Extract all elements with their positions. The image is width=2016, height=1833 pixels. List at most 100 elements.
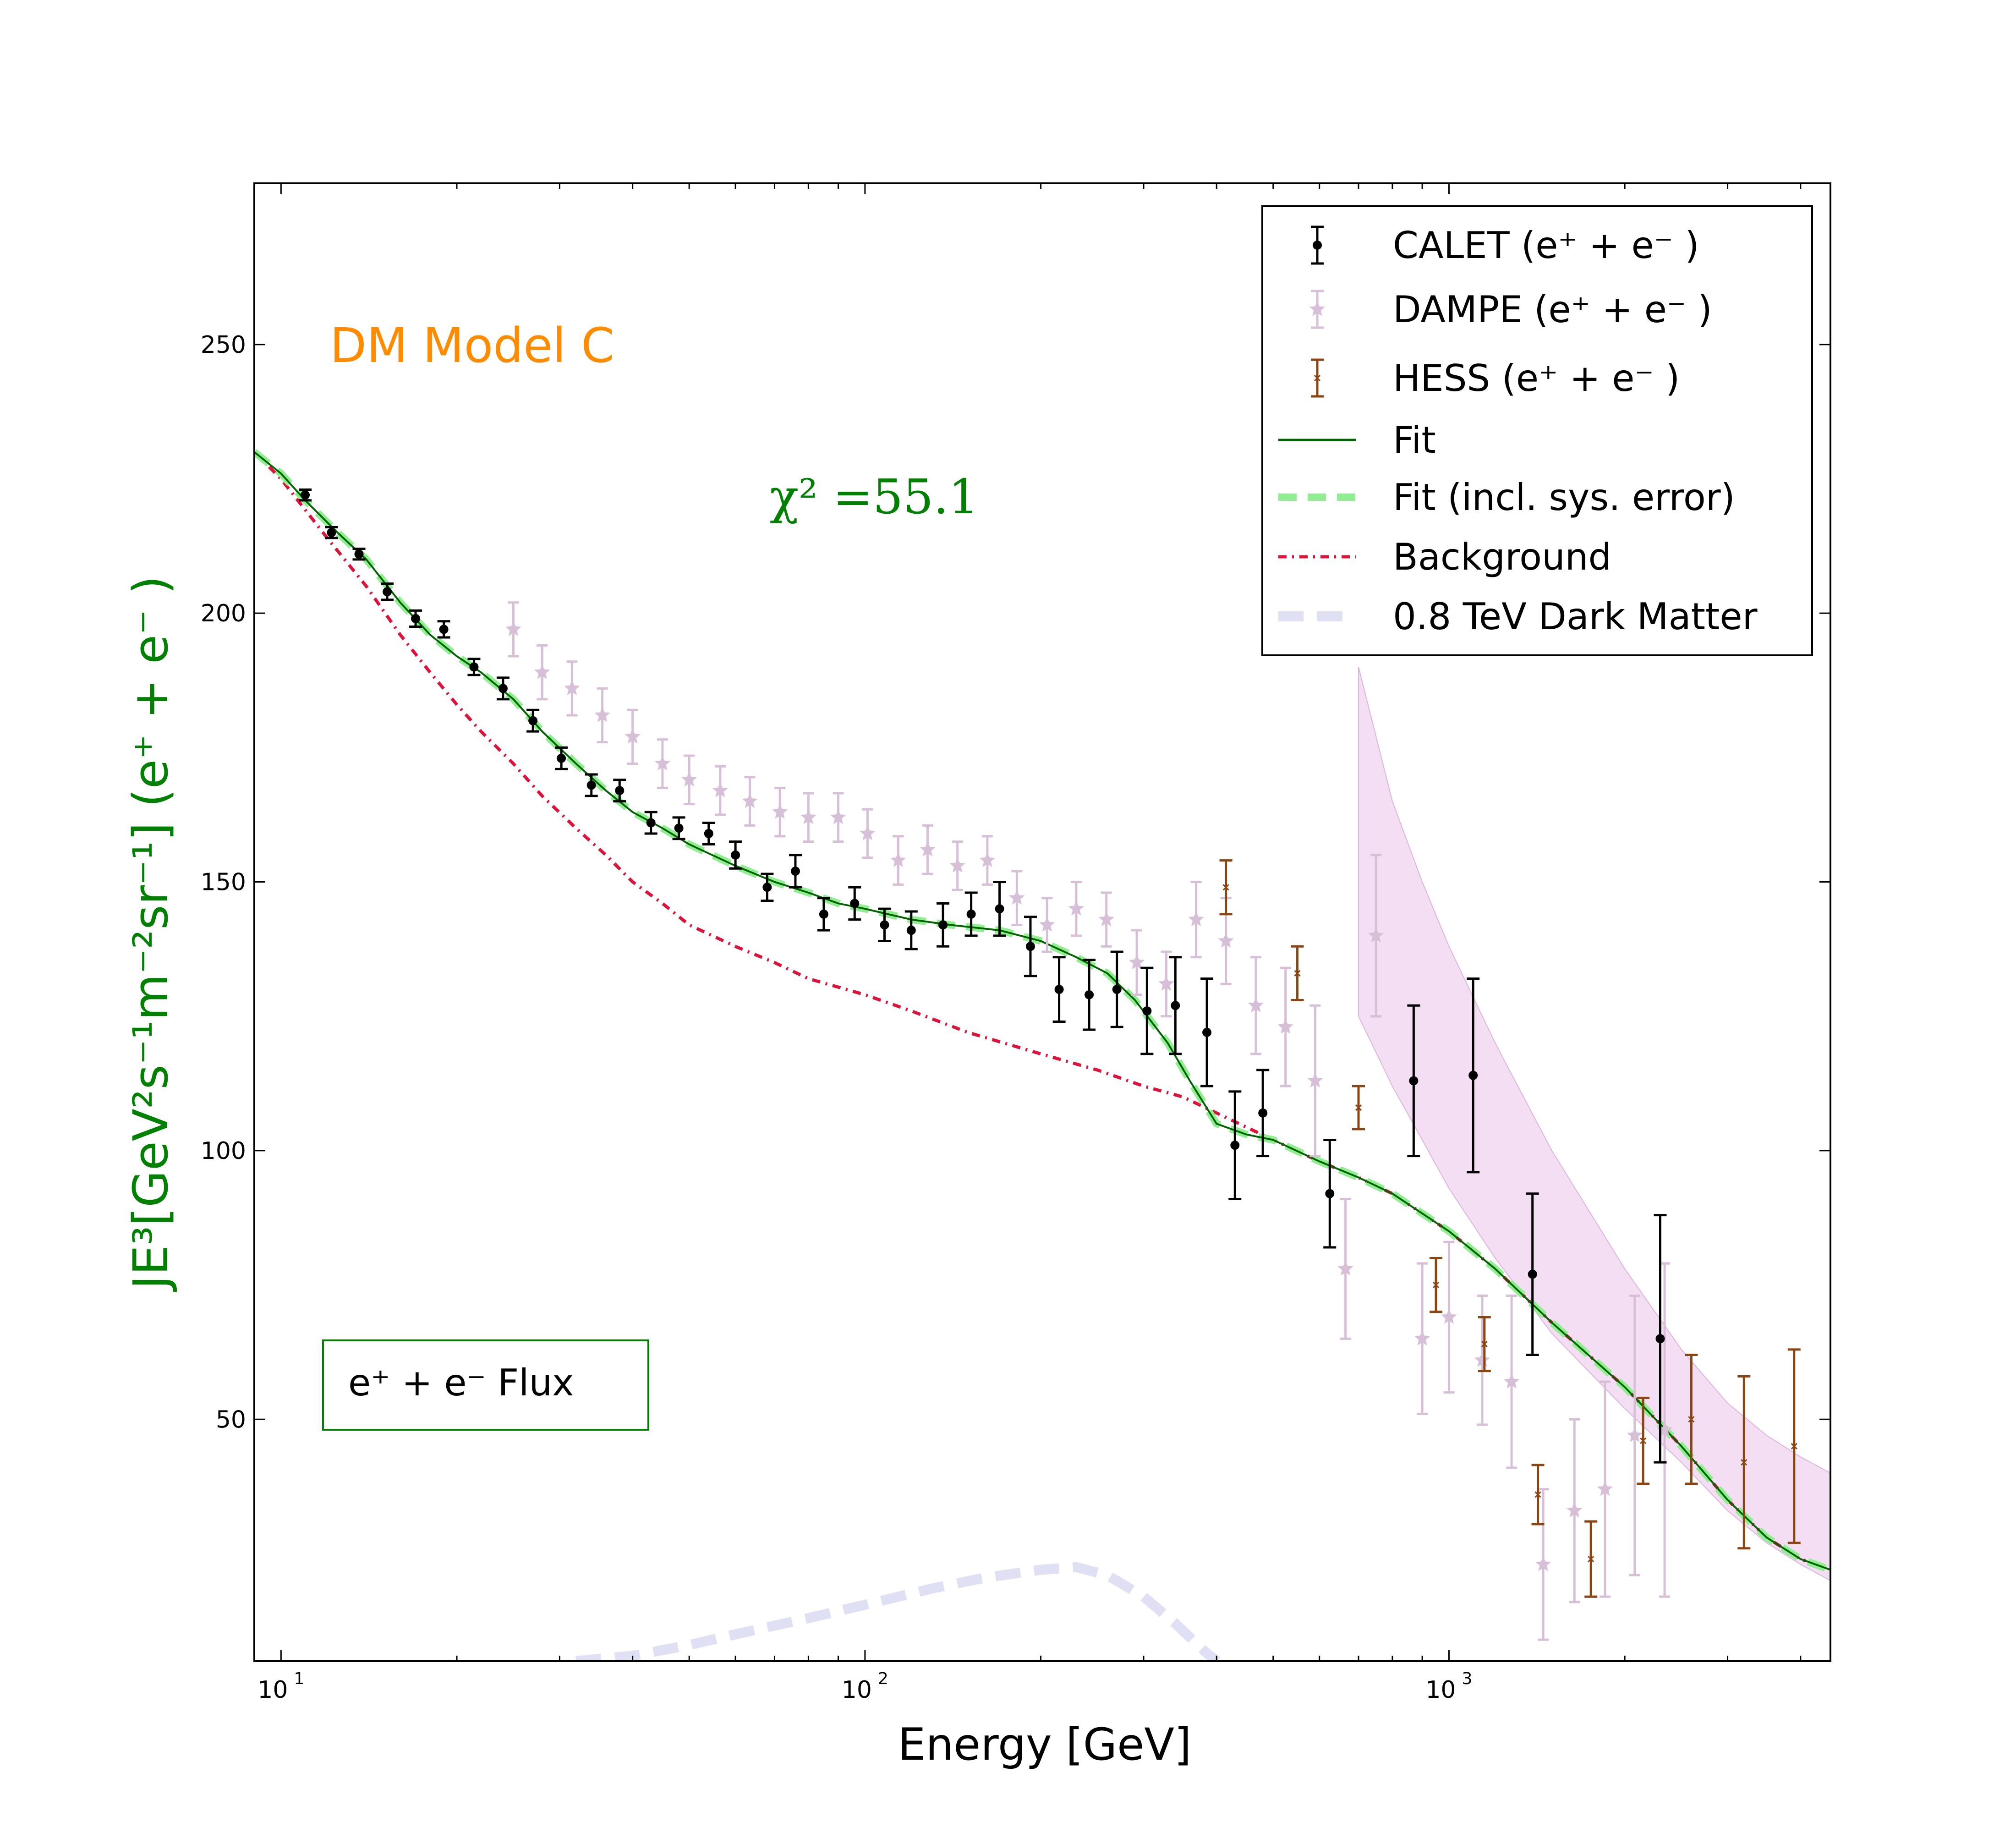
dampe-point xyxy=(594,687,610,744)
dampe-point xyxy=(1009,870,1025,926)
dampe-marker xyxy=(681,771,697,787)
hess-point xyxy=(1531,1464,1545,1526)
y-tick-label: 200 xyxy=(201,600,246,627)
calet-point xyxy=(1407,1004,1420,1158)
dampe-marker xyxy=(1504,1373,1520,1388)
calet-marker xyxy=(383,587,392,597)
y-axis-title: JE³[GeV²s⁻¹m⁻²sr⁻¹] (e⁺ + e⁻ ) xyxy=(123,576,179,1292)
calet-marker xyxy=(439,625,449,634)
dampe-point xyxy=(742,776,758,827)
calet-marker xyxy=(557,753,566,763)
calet-marker xyxy=(1528,1269,1537,1279)
dampe-marker xyxy=(1129,954,1145,969)
dampe-point xyxy=(949,840,965,891)
legend: CALET (e⁺ + e⁻ ) DAMPE (e⁺ + e⁻ ) HESS (e⁺… xyxy=(1261,205,1813,656)
dampe-point xyxy=(1567,1418,1583,1603)
calet-marker xyxy=(1409,1076,1419,1086)
dampe-point xyxy=(564,660,580,717)
hess-marker xyxy=(1688,1416,1695,1423)
legend-entry-label: Background xyxy=(1393,536,1611,578)
calet-point xyxy=(702,822,715,845)
x-tick-label: 10 xyxy=(1425,1676,1456,1704)
calet-marker xyxy=(762,883,772,892)
calet-point xyxy=(1654,1214,1667,1464)
calet-point xyxy=(381,582,394,601)
dampe-point xyxy=(505,601,521,658)
hess-marker xyxy=(1355,1104,1362,1111)
dampe-marker xyxy=(1039,916,1055,932)
dampe-marker xyxy=(654,755,670,771)
dampe-point xyxy=(654,738,670,789)
calet-point xyxy=(1228,1090,1242,1200)
dampe-marker xyxy=(1567,1502,1583,1518)
calet-marker xyxy=(1258,1108,1268,1118)
calet-point xyxy=(672,816,685,840)
dampe-marker xyxy=(1218,933,1234,948)
calet-point xyxy=(993,881,1006,937)
calet-marker xyxy=(411,614,421,623)
dampe-marker xyxy=(830,809,846,824)
legend-entry-label: CALET (e⁺ + e⁻ ) xyxy=(1393,224,1699,267)
dampe-point xyxy=(920,824,936,875)
y-tick-label: 50 xyxy=(216,1406,246,1433)
dampe-point xyxy=(1441,1240,1457,1394)
calet-marker xyxy=(938,920,948,930)
model-label: DM Model C xyxy=(330,318,614,373)
hess-marker xyxy=(1432,1282,1440,1289)
flux-box: e⁺ + e⁻ Flux xyxy=(322,1339,649,1431)
legend-calet-marker xyxy=(1313,241,1322,250)
calet-point xyxy=(1169,956,1182,1055)
calet-point xyxy=(729,840,742,870)
dampe-marker xyxy=(1368,927,1384,943)
legend-dampe-marker xyxy=(1309,301,1326,316)
calet-marker xyxy=(674,823,684,833)
dampe-marker xyxy=(1068,900,1084,916)
calet-point xyxy=(1024,916,1037,977)
y-tick-label: 150 xyxy=(201,869,246,896)
calet-point xyxy=(964,891,978,937)
hess-point xyxy=(1637,1396,1650,1485)
calet-point xyxy=(409,609,422,628)
dampe-point xyxy=(1627,1295,1643,1576)
dampe-point xyxy=(712,765,728,816)
dampe-marker xyxy=(1337,1260,1353,1276)
hess-point xyxy=(1478,1316,1491,1372)
hess-marker xyxy=(1640,1438,1647,1444)
calet-point xyxy=(1140,966,1154,1055)
fit-line xyxy=(254,451,1830,1571)
dampe-marker xyxy=(1535,1556,1551,1571)
calet-point xyxy=(761,873,774,902)
dampe-marker xyxy=(890,852,906,867)
dampe-point xyxy=(1039,897,1055,953)
calet-point xyxy=(325,526,338,539)
hess-marker xyxy=(1222,884,1229,891)
hess-marker xyxy=(1791,1443,1797,1449)
legend-entry-label: 0.8 TeV Dark Matter xyxy=(1393,595,1758,638)
hess-marker xyxy=(1588,1556,1594,1563)
flux-box-frame xyxy=(322,1339,649,1431)
calet-marker xyxy=(646,818,656,828)
calet-marker xyxy=(1025,942,1035,951)
dampe-point xyxy=(1535,1488,1551,1641)
calet-point xyxy=(1110,950,1123,1028)
dampe-marker xyxy=(1414,1330,1430,1345)
dampe-marker xyxy=(564,680,580,695)
x-tick-label: 10 xyxy=(842,1676,872,1704)
calet-point xyxy=(555,746,568,770)
calet-point xyxy=(467,658,481,676)
dampe-point xyxy=(534,644,550,701)
legend-symbol xyxy=(1311,225,1324,265)
hess-point xyxy=(1685,1354,1698,1485)
calet-point xyxy=(585,773,598,797)
calet-marker xyxy=(1085,990,1094,999)
calet-marker xyxy=(1142,1006,1152,1015)
dampe-point xyxy=(681,754,697,805)
calet-marker xyxy=(528,716,538,725)
calet-point xyxy=(1083,959,1096,1031)
hess-point xyxy=(1787,1348,1801,1544)
hess-point xyxy=(1737,1375,1751,1550)
hess-marker xyxy=(1534,1491,1541,1498)
dampe-marker xyxy=(949,857,965,873)
x-tick-label: 10 xyxy=(257,1676,288,1704)
calet-point xyxy=(1256,1069,1270,1158)
